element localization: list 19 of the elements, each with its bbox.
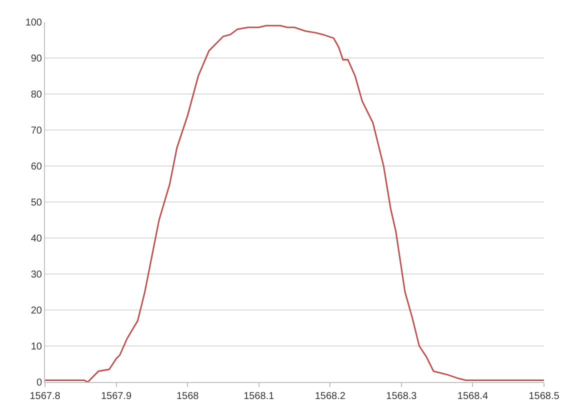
y-tick-label: 80	[30, 90, 42, 100]
x-tick-label: 1568	[176, 391, 200, 402]
y-tick-label: 50	[30, 198, 42, 208]
y-tick-label: 0	[36, 378, 42, 388]
y-tick-label: 10	[30, 342, 42, 352]
x-tick-label: 1568.2	[314, 391, 346, 402]
x-tick-label: 1567.9	[100, 391, 132, 402]
y-tick-label: 70	[30, 126, 42, 136]
y-tick-label: 60	[30, 162, 42, 172]
x-tick-label: 1568.3	[386, 391, 418, 402]
y-tick-label: 30	[30, 270, 42, 280]
y-tick-label: 40	[30, 234, 42, 244]
y-tick-label: 20	[30, 306, 42, 316]
x-tick-label: 1567.8	[30, 391, 61, 402]
x-tick-label: 1568.4	[457, 391, 488, 402]
x-tick-label: 1568.1	[244, 391, 275, 402]
y-tick-label: 100	[25, 18, 42, 28]
y-tick-label: 90	[30, 54, 42, 64]
x-tick-label: 1568.5	[528, 391, 560, 402]
